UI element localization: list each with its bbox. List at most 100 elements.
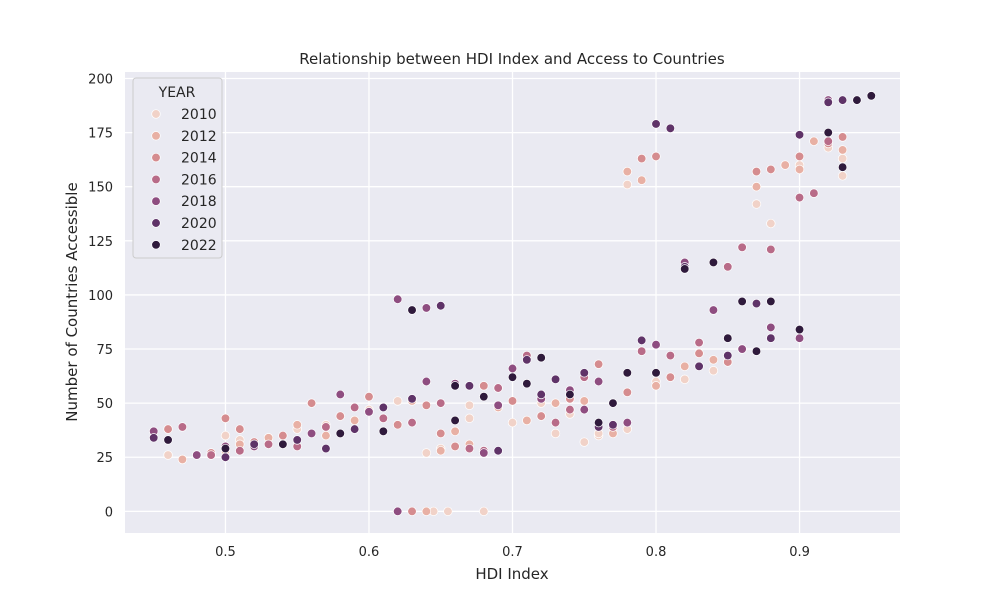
- data-point: [177, 454, 188, 465]
- series-2014: [163, 132, 848, 517]
- data-point: [565, 404, 575, 415]
- y-tick-label: 200: [88, 72, 113, 87]
- data-point: [292, 420, 302, 430]
- data-point: [479, 381, 489, 391]
- data-point: [637, 335, 647, 346]
- data-point: [436, 301, 446, 311]
- data-point: [407, 394, 417, 404]
- data-point: [608, 420, 618, 430]
- x-axis-ticks: 0.5 0.6 0.7 0.8 0.9: [215, 545, 810, 560]
- data-point: [622, 166, 632, 177]
- data-point: [378, 413, 388, 423]
- y-axis-ticks: 0 25 50 75 100 125 150 175 200: [88, 72, 113, 520]
- data-point: [507, 417, 518, 428]
- data-point: [622, 417, 632, 428]
- data-point: [651, 340, 661, 350]
- data-point: [436, 428, 446, 439]
- data-point: [637, 153, 647, 164]
- data-point: [694, 348, 704, 359]
- data-point: [794, 130, 805, 140]
- data-point: [407, 305, 417, 315]
- data-point: [593, 417, 604, 428]
- data-point: [823, 127, 833, 138]
- data-point: [550, 417, 561, 428]
- data-point: [694, 337, 704, 348]
- data-point: [794, 333, 805, 343]
- data-point: [479, 506, 489, 517]
- data-point: [393, 506, 403, 517]
- data-point: [335, 389, 345, 400]
- legend-marker: [151, 152, 161, 163]
- data-point: [651, 368, 661, 378]
- data-point: [235, 446, 245, 456]
- y-tick-label: 0: [105, 505, 113, 520]
- x-tick-label: 0.9: [789, 545, 810, 560]
- data-point: [837, 162, 848, 172]
- data-point: [507, 396, 518, 406]
- data-point: [665, 123, 676, 133]
- data-point: [393, 420, 403, 430]
- data-point: [507, 372, 518, 382]
- data-point: [321, 443, 331, 454]
- legend-marker: [151, 196, 161, 206]
- data-point: [378, 402, 388, 413]
- data-point: [651, 381, 661, 391]
- data-point: [335, 428, 345, 439]
- data-point: [464, 443, 475, 454]
- data-point: [680, 264, 690, 274]
- data-point: [522, 355, 532, 365]
- data-point: [579, 396, 589, 406]
- data-point: [751, 199, 762, 209]
- legend-label: 2022: [181, 238, 217, 254]
- data-point: [349, 402, 360, 413]
- data-point: [550, 398, 561, 408]
- data-point: [837, 153, 848, 164]
- data-point: [608, 398, 618, 408]
- data-point: [637, 175, 647, 185]
- legend-marker: [151, 109, 161, 119]
- data-point: [593, 376, 604, 387]
- data-point: [751, 182, 762, 192]
- legend-label: 2014: [181, 151, 217, 167]
- data-point: [292, 435, 302, 445]
- data-point: [278, 439, 288, 449]
- data-point: [536, 411, 546, 421]
- data-point: [306, 428, 317, 439]
- series-2016: [177, 136, 833, 517]
- data-point: [766, 322, 776, 333]
- data-point: [766, 164, 776, 175]
- data-point: [364, 391, 374, 402]
- data-point: [622, 179, 632, 190]
- y-axis-label: Number of Countries Accessible: [63, 182, 81, 421]
- data-point: [263, 439, 274, 449]
- data-point: [378, 426, 388, 436]
- legend-marker: [151, 131, 161, 141]
- data-point: [622, 368, 632, 378]
- data-point: [450, 381, 460, 391]
- data-point: [493, 400, 503, 410]
- legend-label: 2020: [181, 216, 217, 232]
- legend-title: YEAR: [158, 85, 196, 101]
- data-point: [708, 355, 719, 365]
- legend: YEAR 2010 2012 2014 2016 2018 2020 2022: [132, 77, 223, 259]
- data-point: [249, 439, 259, 449]
- data-point: [751, 346, 762, 356]
- data-point: [723, 350, 733, 361]
- data-point: [507, 363, 518, 374]
- data-point: [708, 257, 719, 268]
- data-point: [579, 368, 589, 378]
- data-point: [751, 298, 762, 309]
- data-point: [550, 428, 561, 439]
- data-point: [421, 376, 432, 387]
- data-point: [177, 422, 188, 432]
- data-point: [651, 119, 661, 129]
- data-point: [780, 160, 790, 170]
- legend-label: 2010: [181, 107, 217, 123]
- data-point: [479, 448, 489, 458]
- data-point: [393, 396, 403, 406]
- data-point: [579, 437, 589, 447]
- y-tick-label: 75: [96, 343, 113, 358]
- data-point: [349, 415, 360, 426]
- data-point: [220, 413, 231, 423]
